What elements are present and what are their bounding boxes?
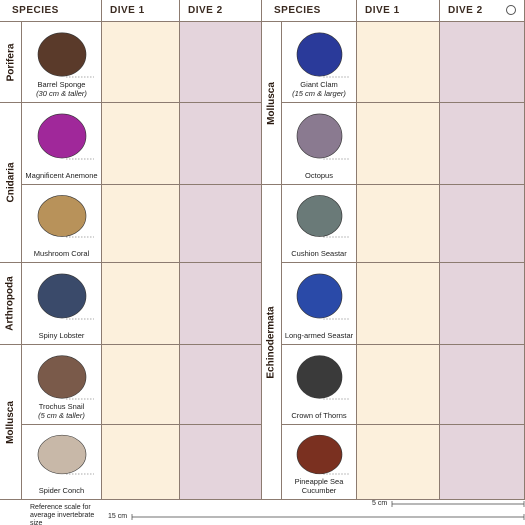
species-name-block: Trochus Snail (5 cm & taller)	[24, 402, 99, 420]
species-name-block: Octopus	[284, 171, 354, 180]
header-dive2: DIVE 2	[180, 0, 262, 22]
phylum-label: Mollusca	[5, 400, 17, 444]
species-illustration	[296, 195, 350, 238]
species-name: Magnificent Anemone	[25, 171, 98, 180]
phylum-cell: Mollusca	[262, 22, 282, 185]
dive2-cell[interactable]	[180, 185, 262, 263]
species-name-block: Mushroom Coral	[24, 249, 99, 258]
scale-large-label: 15 cm	[108, 513, 128, 520]
phylum-label: Cnidaria	[5, 162, 17, 203]
species-name: Crown of Thorns	[291, 411, 347, 420]
species-name-block: Magnificent Anemone	[24, 171, 99, 180]
species-name: Pineapple Sea Cucumber	[294, 477, 344, 495]
phylum-label: Arthropoda	[5, 276, 17, 331]
phylum-label: Echinodermata	[266, 305, 277, 379]
species-cell: Mushroom Coral	[22, 185, 102, 263]
dive1-cell[interactable]	[102, 425, 180, 500]
header-circle	[506, 5, 516, 15]
dive2-cell[interactable]	[440, 22, 525, 103]
species-cell: Trochus Snail (5 cm & taller)	[22, 345, 102, 425]
species-name-block: Crown of Thorns	[284, 411, 354, 420]
species-name-block: Spider Conch	[24, 486, 99, 495]
dive2-cell[interactable]	[440, 425, 525, 500]
dive1-cell[interactable]	[357, 185, 440, 263]
species-illustration	[37, 273, 94, 320]
species-illustration	[37, 113, 94, 160]
phylum-cell: Mollusca	[0, 345, 22, 500]
header-species: SPECIES	[266, 0, 357, 22]
species-cell: Spider Conch	[22, 425, 102, 500]
species-cell: Barrel Sponge (30 cm & taller)	[22, 22, 102, 103]
species-illustration	[296, 434, 350, 475]
species-cell: Octopus	[282, 103, 357, 185]
species-illustration	[37, 32, 94, 78]
species-cell: Giant Clam (15 cm & larger)	[282, 22, 357, 103]
dive2-cell[interactable]	[440, 263, 525, 345]
species-name: Cushion Seastar	[291, 249, 347, 258]
species-name: Giant Clam	[300, 80, 338, 89]
phylum-label: Porifera	[5, 43, 17, 81]
species-note: (5 cm & taller)	[38, 411, 85, 420]
species-name-block: Pineapple Sea Cucumber	[284, 477, 354, 495]
species-illustration	[37, 355, 94, 400]
species-name-block: Cushion Seastar	[284, 249, 354, 258]
dive1-cell[interactable]	[102, 345, 180, 425]
dive1-cell[interactable]	[357, 345, 440, 425]
species-name-block: Giant Clam (15 cm & larger)	[284, 80, 354, 98]
header-species: SPECIES	[4, 0, 102, 22]
species-name: Long-armed Seastar	[284, 331, 354, 340]
phylum-cell: Porifera	[0, 22, 22, 103]
dive2-cell[interactable]	[180, 345, 262, 425]
species-illustration	[37, 434, 94, 475]
species-name-block: Spiny Lobster	[24, 331, 99, 340]
dive1-cell[interactable]	[357, 22, 440, 103]
species-name: Barrel Sponge	[37, 80, 86, 89]
dive1-cell[interactable]	[102, 185, 180, 263]
species-name: Octopus	[305, 171, 333, 180]
header-dive1: DIVE 1	[357, 0, 440, 22]
dive1-cell[interactable]	[357, 103, 440, 185]
species-name: Spider Conch	[38, 486, 85, 495]
dive1-cell[interactable]	[357, 425, 440, 500]
dive2-cell[interactable]	[180, 103, 262, 185]
scale-small-label: 5 cm	[372, 500, 388, 507]
species-illustration	[296, 113, 350, 160]
species-note: (30 cm & taller)	[36, 89, 87, 98]
species-illustration	[37, 195, 94, 238]
phylum-cell: Arthropoda	[0, 263, 22, 345]
dive2-cell[interactable]	[440, 345, 525, 425]
species-cell: Long-armed Seastar	[282, 263, 357, 345]
species-cell: Magnificent Anemone	[22, 103, 102, 185]
dive2-cell[interactable]	[440, 185, 525, 263]
dive1-cell[interactable]	[102, 103, 180, 185]
species-note: (15 cm & larger)	[292, 89, 346, 98]
species-name: Trochus Snail	[38, 402, 85, 411]
species-cell: Pineapple Sea Cucumber	[282, 425, 357, 500]
species-name-block: Long-armed Seastar	[284, 331, 354, 340]
dive2-cell[interactable]	[440, 103, 525, 185]
phylum-cell: Cnidaria	[0, 103, 22, 263]
dive1-cell[interactable]	[102, 263, 180, 345]
species-name: Mushroom Coral	[33, 249, 90, 258]
dive1-cell[interactable]	[357, 263, 440, 345]
dive2-cell[interactable]	[180, 22, 262, 103]
species-cell: Crown of Thorns	[282, 345, 357, 425]
dive2-cell[interactable]	[180, 425, 262, 500]
dive1-cell[interactable]	[102, 22, 180, 103]
reference-text: Reference scale for average invertebrate…	[30, 504, 95, 525]
species-cell: Spiny Lobster	[22, 263, 102, 345]
header-dive1: DIVE 1	[102, 0, 180, 22]
phylum-label: Mollusca	[266, 81, 278, 125]
phylum-cell: Echinodermata	[262, 185, 282, 500]
species-cell: Cushion Seastar	[282, 185, 357, 263]
species-illustration	[296, 355, 350, 400]
species-illustration	[296, 32, 350, 78]
species-name: Spiny Lobster	[38, 331, 85, 340]
species-illustration	[296, 273, 350, 320]
species-name-block: Barrel Sponge (30 cm & taller)	[24, 80, 99, 98]
dive2-cell[interactable]	[180, 263, 262, 345]
